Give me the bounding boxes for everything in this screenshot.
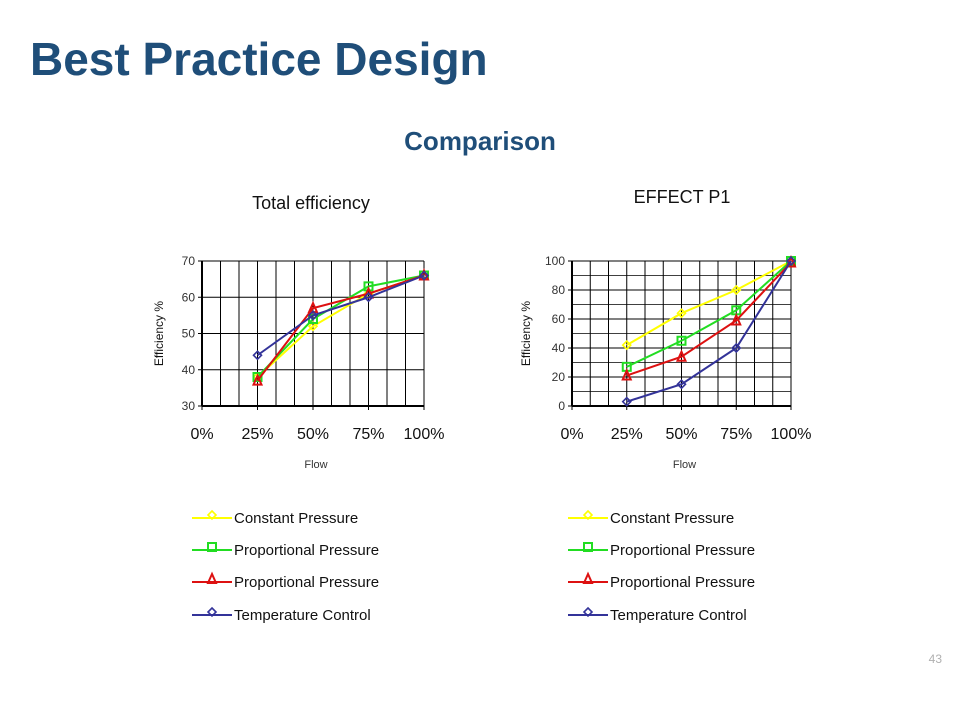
chart-1-y-tick-label: 50 — [182, 327, 196, 341]
legend-item-4: Temperature Control — [568, 603, 747, 627]
chart-2-series-3-point — [675, 349, 688, 362]
legend-swatch-1 — [192, 509, 232, 521]
legend-swatch-3 — [192, 571, 232, 584]
chart-1-title: Total efficiency — [252, 193, 370, 213]
chart-2-series-1-point — [621, 339, 632, 351]
legend-item-2: Proportional Pressure — [192, 538, 379, 562]
chart-1-series-1-line — [256, 274, 425, 378]
chart-1-x-axis-label: Flow — [304, 459, 327, 471]
chart-2-y-tick-label: 20 — [552, 370, 566, 384]
chart-1-series-3-line — [256, 274, 425, 382]
chart-1-y-tick-label: 30 — [182, 399, 196, 413]
legend-marker-1 — [582, 509, 594, 521]
chart-1-series-4-point — [252, 350, 263, 361]
chart-2-series-2-line — [626, 260, 792, 368]
legend-item-4: Temperature Control — [192, 603, 371, 627]
chart-2-series-2-point — [676, 335, 687, 346]
legend-label: Temperature Control — [610, 606, 747, 624]
legend-marker-3 — [206, 571, 218, 584]
chart-2-series-4-point — [621, 396, 632, 407]
legend-swatch-4 — [568, 606, 608, 618]
chart-2-y-tick-label: 80 — [552, 283, 566, 297]
chart-2-series-1-line — [626, 260, 792, 346]
chart-1-series-4-point — [363, 292, 374, 303]
legend-marker-2 — [583, 542, 593, 552]
chart-1-y-tick-label: 70 — [182, 254, 196, 268]
chart-2-series-1-point — [676, 308, 687, 319]
chart-2-series-1-point — [731, 284, 742, 296]
legend-item-3: Proportional Pressure — [192, 570, 379, 594]
chart-2-x-tick-label: 50% — [665, 426, 697, 443]
chart-2-y-tick-label: 60 — [552, 312, 566, 326]
slide-title: Best Practice Design — [30, 33, 488, 85]
legend-item-1: Constant Pressure — [568, 506, 734, 530]
chart-2-x-tick-label: 100% — [771, 426, 812, 443]
legend-marker-1 — [206, 509, 218, 521]
chart-2-y-tick-label: 40 — [552, 341, 566, 355]
chart-2-title: EFFECT P1 — [634, 187, 731, 207]
legend-label: Proportional Pressure — [234, 573, 380, 591]
chart-1-y-axis-label: Efficiency % — [152, 301, 166, 366]
chart-1-x-tick-label: 75% — [352, 426, 384, 443]
chart-1-x-tick-label: 100% — [404, 426, 445, 443]
chart-1-series-2-line — [256, 274, 425, 378]
chart-1-series-1-point — [307, 321, 319, 332]
legend-label: Proportional Pressure — [234, 541, 380, 559]
chart-1-y-tick-label: 60 — [182, 290, 196, 304]
chart-1-y-tick-label: 40 — [182, 363, 196, 377]
legend-marker-4 — [582, 606, 594, 618]
chart-2-series-4-point — [785, 255, 797, 267]
chart-1-series-3-point — [251, 373, 264, 386]
legend-swatch-2 — [568, 542, 608, 552]
chart-2-y-axis-label: Efficiency % — [519, 301, 533, 366]
legend-marker-2 — [207, 542, 217, 552]
legend-label: Proportional Pressure — [610, 541, 756, 559]
legend-label: Constant Pressure — [234, 509, 359, 527]
chart-2-y-tick-label: 0 — [558, 399, 565, 413]
legend-label: Proportional Pressure — [610, 573, 756, 591]
legend-swatch-3 — [568, 571, 608, 584]
chart-1-x-tick-label: 0% — [190, 426, 213, 443]
chart-2-series-3-point — [621, 368, 633, 381]
slide-subtitle: Comparison — [404, 126, 556, 156]
legend-swatch-4 — [192, 606, 232, 618]
chart-2-series-3-point — [730, 312, 742, 326]
legend-marker-4 — [206, 606, 218, 618]
legend-item-3: Proportional Pressure — [568, 570, 755, 594]
chart-2-x-tick-label: 75% — [720, 426, 752, 443]
chart-1-x-tick-label: 50% — [297, 426, 329, 443]
chart-2-y-tick-label: 100 — [545, 254, 565, 268]
legend-item-2: Proportional Pressure — [568, 538, 755, 562]
chart-2-x-axis-label: Flow — [673, 459, 696, 471]
legend-item-1: Constant Pressure — [192, 506, 358, 530]
chart-2-x-tick-label: 25% — [611, 426, 643, 443]
chart-1-x-tick-label: 25% — [241, 426, 273, 443]
chart-2-series-4-point — [676, 379, 687, 390]
chart-2-series-4-line — [626, 260, 792, 403]
chart-1-series-4-point — [307, 310, 319, 321]
chart-2-x-tick-label: 0% — [560, 426, 583, 443]
legend-marker-3 — [582, 571, 594, 584]
page-number: 43 — [928, 652, 942, 666]
legend-swatch-2 — [192, 542, 232, 552]
chart-1-series-4-point — [418, 270, 430, 281]
chart-2-series-4-point — [731, 342, 742, 354]
legend-label: Constant Pressure — [610, 509, 735, 527]
chart-1: Total efficiency 30 40 50 60 70 0% 25% 50% 75% 100… — [152, 193, 444, 471]
legend-swatch-1 — [568, 509, 608, 521]
chart-2-series-3-line — [626, 261, 792, 377]
legend-label: Temperature Control — [234, 606, 371, 624]
chart-2: EFFECT P1 0 20 40 60 80 100 0% 25% 50% 75% 100% Flow… — [519, 187, 811, 471]
chart-1-series-4-line — [256, 274, 425, 357]
